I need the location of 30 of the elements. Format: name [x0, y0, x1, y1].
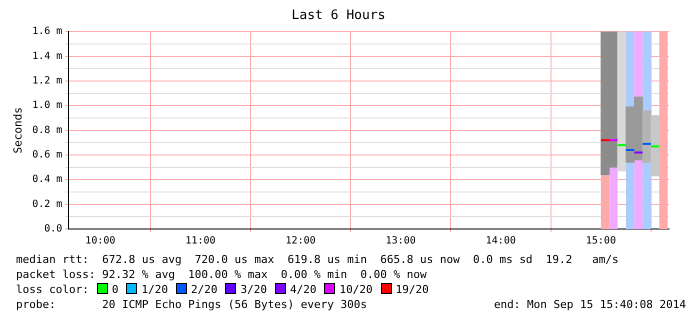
- legend-label: 3/20: [240, 283, 267, 296]
- y-tick-label: 0.8 m: [32, 124, 62, 136]
- y-tick-label: 1.6 m: [32, 26, 62, 38]
- x-tick-label: 12:00: [286, 236, 316, 247]
- legend-label: 0: [112, 283, 118, 296]
- chart-title: Last 6 Hours: [292, 8, 386, 24]
- y-axis-title: Seconds: [11, 107, 24, 154]
- y-tick-label: 1.2 m: [32, 76, 62, 87]
- text: median rtt: 672.8 us avg 720.0 us max 619.8 us min 665.8 us now 0.0 ms sd 19.2 am/s: [16, 252, 620, 267]
- legend-label: 4/20: [290, 283, 316, 296]
- y-tick-label: 0.4 m: [32, 174, 62, 186]
- x-tick-label: 10:00: [85, 236, 116, 247]
- y-tick-label: 0.6 m: [32, 150, 62, 161]
- legend-title: loss color:: [16, 283, 89, 296]
- x-tick-label: 14:00: [486, 236, 516, 247]
- x-tick-label: 13:00: [386, 236, 416, 247]
- x-tick-label: 15:00: [586, 236, 616, 247]
- legend-label: 10/20: [339, 283, 373, 296]
- legend-label: 19/20: [396, 283, 429, 296]
- text: end: Mon Sep 15 15:40:08 2014: [494, 297, 686, 312]
- y-tick-label: 0.2 m: [32, 198, 62, 210]
- y-tick-label: 1.0 m: [32, 100, 62, 112]
- bar: [650, 115, 660, 176]
- legend-label: 2/20: [190, 283, 218, 296]
- x-tick-label: 11:00: [185, 236, 216, 247]
- text: probe: 20 ICMP Echo Pings (56 Bytes) every 300s: [16, 298, 367, 311]
- y-tick-label: 0.0: [44, 224, 62, 235]
- text: packet loss: 92.32 % avg 100.00 % max 0.00 % min 0.00 % now: [16, 267, 428, 282]
- y-tick-label: 1.4 m: [32, 50, 62, 62]
- legend-label: 1/20: [141, 283, 168, 296]
